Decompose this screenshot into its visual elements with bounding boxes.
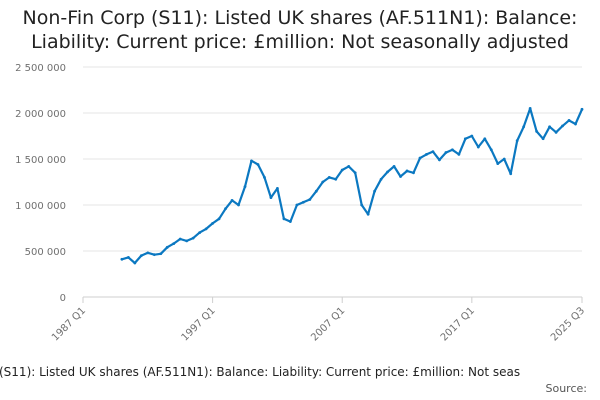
- data-point: [386, 170, 389, 174]
- data-point: [276, 187, 279, 190]
- data-point: [580, 107, 584, 111]
- data-point: [567, 118, 571, 122]
- data-point: [418, 156, 422, 160]
- data-point: [301, 200, 305, 204]
- data-point: [496, 162, 500, 166]
- x-tick-label: 1987 Q1: [50, 305, 88, 343]
- data-point: [535, 130, 539, 133]
- data-point: [250, 159, 253, 163]
- data-point: [327, 176, 331, 179]
- data-point: [146, 251, 150, 255]
- data-point: [263, 176, 266, 179]
- data-point: [269, 196, 273, 200]
- y-tick-label: 0: [60, 293, 66, 304]
- data-point: [470, 134, 474, 138]
- chart-title-line-1: Non-Fin Corp (S11): Listed UK shares (AF…: [23, 7, 578, 29]
- data-point: [450, 148, 454, 152]
- data-point: [172, 242, 176, 246]
- data-point: [489, 148, 493, 152]
- data-point: [243, 185, 247, 189]
- data-point: [353, 171, 357, 175]
- data-point: [502, 157, 506, 161]
- data-point: [340, 168, 344, 172]
- chart-title-line-2: Liability: Current price: £million: Not …: [31, 31, 569, 53]
- y-axis-ticks: 0 500 000 1 000 000 1 500 000 2 000 000 2 500…: [15, 63, 66, 304]
- x-axis-ticks: 1987 Q1 1997 Q1 2007 Q1 2017 Q1 2025 Q3: [50, 297, 587, 343]
- x-tick-label: 2017 Q1: [439, 305, 477, 343]
- data-point: [321, 180, 325, 184]
- data-point: [334, 177, 338, 181]
- data-point: [399, 175, 402, 178]
- gridlines: [83, 66, 582, 252]
- data-point: [379, 177, 383, 181]
- source-label: Source:: [546, 382, 588, 395]
- data-point: [165, 245, 169, 249]
- data-point: [282, 217, 286, 221]
- data-point: [438, 158, 441, 162]
- series-legend-label: (S11): Listed UK shares (AF.511N1): Bala…: [0, 365, 520, 379]
- data-point: [133, 261, 137, 265]
- data-point: [548, 125, 551, 129]
- data-point: [360, 203, 364, 207]
- x-tick-label: 2025 Q3: [549, 305, 587, 343]
- data-point: [463, 137, 467, 141]
- data-point: [509, 172, 513, 176]
- data-point: [412, 171, 415, 175]
- data-point: [126, 256, 130, 259]
- data-point: [366, 212, 370, 216]
- data-point: [515, 139, 519, 143]
- data-point: [198, 231, 202, 235]
- data-point: [191, 236, 195, 240]
- data-point: [185, 239, 189, 243]
- data-point: [295, 203, 299, 207]
- data-point: [392, 164, 396, 168]
- data-point: [483, 137, 487, 141]
- data-point: [431, 150, 435, 154]
- y-tick-label: 500 000: [25, 247, 66, 258]
- data-point: [178, 237, 182, 241]
- data-point: [347, 164, 351, 168]
- data-point: [152, 253, 156, 257]
- data-point: [425, 153, 428, 156]
- data-point: [476, 145, 480, 149]
- data-point: [308, 198, 312, 201]
- data-point: [561, 124, 564, 128]
- data-point: [554, 130, 558, 134]
- data-point: [541, 137, 545, 141]
- data-point: [204, 227, 208, 231]
- y-tick-label: 2 500 000: [15, 63, 66, 74]
- series-points: [120, 107, 584, 265]
- series-line: [120, 107, 584, 265]
- data-point: [139, 254, 143, 257]
- data-point: [457, 153, 461, 156]
- data-point: [217, 217, 221, 221]
- data-point: [574, 122, 577, 126]
- y-tick-label: 1 500 000: [15, 155, 66, 166]
- data-point: [288, 220, 292, 223]
- data-point: [314, 189, 318, 193]
- y-tick-label: 2 000 000: [15, 109, 66, 120]
- data-point: [444, 151, 448, 154]
- y-tick-label: 1 000 000: [15, 201, 66, 212]
- data-point: [120, 257, 124, 261]
- data-point: [159, 252, 163, 256]
- data-point: [373, 189, 377, 193]
- data-point: [237, 203, 240, 207]
- data-point: [528, 107, 532, 110]
- x-tick-label: 2007 Q1: [309, 305, 347, 343]
- data-point: [211, 222, 215, 225]
- x-tick-label: 1997 Q1: [180, 305, 218, 343]
- data-point: [405, 169, 409, 173]
- data-point: [256, 163, 260, 166]
- data-point: [522, 125, 526, 129]
- data-point: [230, 199, 234, 202]
- data-point: [224, 207, 227, 211]
